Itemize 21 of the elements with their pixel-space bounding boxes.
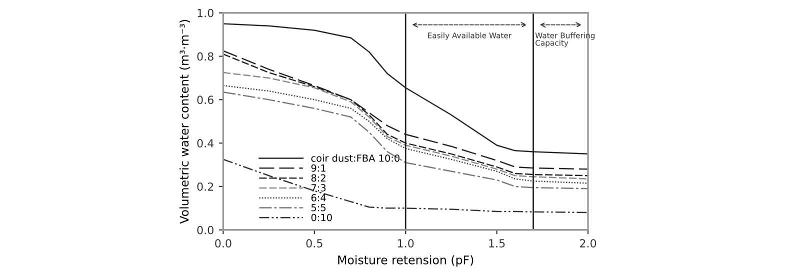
line-series xyxy=(223,72,588,180)
legend-label: 7:3 xyxy=(312,184,326,192)
legend-label: 9:1 xyxy=(311,164,326,172)
x-tick-label: 0.5 xyxy=(306,239,322,248)
y-axis-title: Volumetric water content (m³·m⁻³) xyxy=(180,20,190,224)
legend-label: coir dust:FBA 10:0 xyxy=(311,154,400,162)
legend-label: 0:10 xyxy=(311,214,332,222)
y-tick-label: 0.6 xyxy=(197,96,214,104)
x-tick-label: 1.5 xyxy=(489,239,505,248)
legend-label: 5:5 xyxy=(311,204,326,212)
x-tick-label: 0.0 xyxy=(215,239,232,248)
legend-label: 8:2 xyxy=(311,174,326,182)
y-tick-label: 0.4 xyxy=(197,139,214,148)
y-tick-label: 1.0 xyxy=(198,8,214,18)
x-tick-label: 1.0 xyxy=(398,239,414,248)
y-tick-label: 0.2 xyxy=(197,182,214,191)
y-tick-label: 0.8 xyxy=(197,52,214,61)
legend-label: 6:4 xyxy=(311,194,326,202)
x-tick-label: 2.0 xyxy=(580,239,596,248)
y-tick-label: 0.0 xyxy=(197,226,214,234)
x-axis-title: Moisture retension (pF) xyxy=(338,255,474,267)
